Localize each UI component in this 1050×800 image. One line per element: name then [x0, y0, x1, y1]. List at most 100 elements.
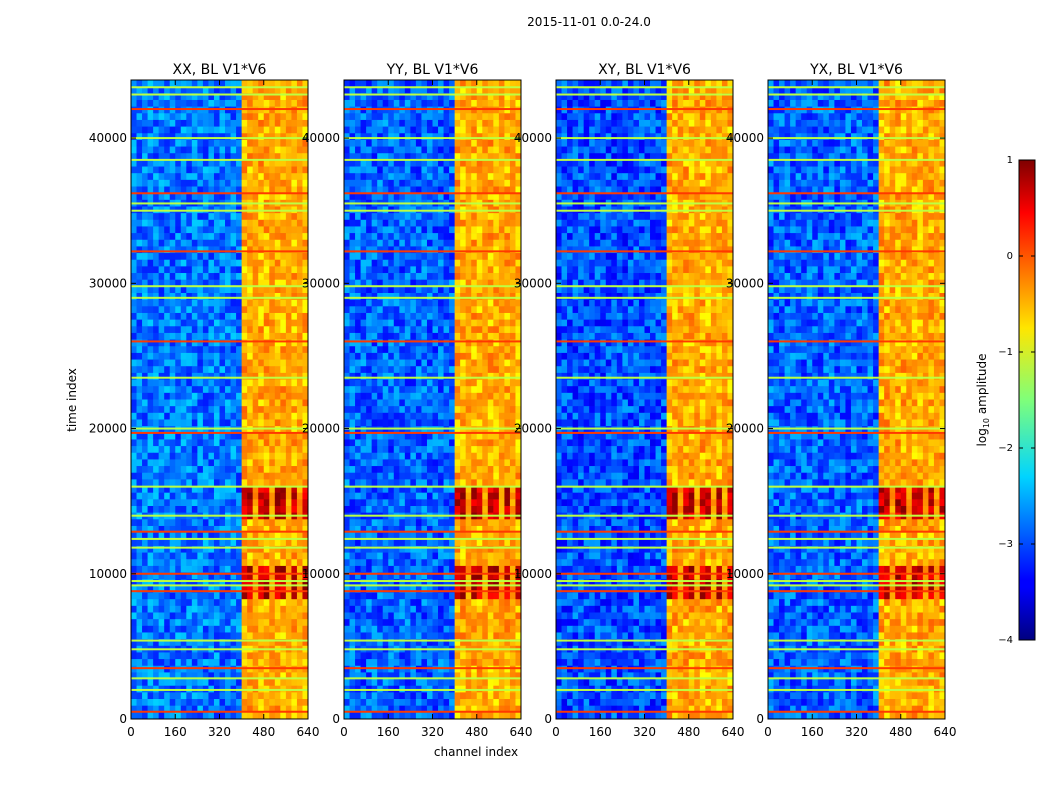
heatmap-cell: [465, 226, 472, 234]
heatmap-cell: [371, 386, 378, 394]
heatmap-cell: [180, 652, 187, 660]
heatmap-cell: [280, 339, 287, 347]
heatmap-cell: [213, 372, 220, 380]
heatmap-cell: [191, 565, 198, 573]
heatmap-cell: [142, 106, 148, 114]
heatmap-cell: [421, 439, 428, 447]
heatmap-cell: [399, 372, 406, 380]
heatmap-cell: [180, 579, 187, 587]
heatmap-cell: [454, 159, 461, 167]
heatmap-cell: [208, 506, 215, 513]
heatmap-cell: [186, 352, 193, 360]
heatmap-cell: [454, 93, 461, 101]
heatmap-cell: [388, 293, 395, 300]
heatmap-cell: [382, 386, 389, 394]
heatmap-cell: [225, 379, 231, 387]
heatmap-cell: [158, 479, 165, 487]
heatmap-cell: [180, 226, 187, 234]
heatmap-cell: [142, 559, 148, 567]
heatmap-cell: [399, 293, 406, 300]
heatmap-cell: [454, 379, 461, 387]
heatmap-cell: [280, 293, 287, 300]
heatmap-cell: [258, 139, 265, 147]
heatmap-cell: [186, 565, 193, 573]
heatmap-cell: [471, 93, 478, 101]
heatmap-cell: [180, 605, 187, 613]
heatmap-cell: [258, 359, 265, 367]
heatmap-cell: [421, 226, 428, 234]
heatmap-cell: [274, 612, 281, 620]
heatmap-cell: [471, 299, 478, 307]
heatmap-cell: [291, 399, 298, 407]
heatmap-cell: [164, 186, 171, 194]
heatmap-cell: [274, 372, 281, 380]
heatmap-cell: [399, 286, 406, 294]
heatmap-cell: [410, 253, 417, 261]
heatmap-cell: [302, 226, 309, 234]
heatmap-cell: [280, 632, 287, 640]
heatmap-cell: [147, 259, 154, 267]
heatmap-cell: [252, 133, 259, 141]
heatmap-cell: [142, 605, 148, 613]
heatmap-cell: [355, 159, 361, 167]
heatmap-cell: [175, 672, 182, 680]
heatmap-cell: [382, 186, 389, 194]
heatmap-cell: [158, 652, 165, 660]
heatmap-cell: [269, 266, 276, 274]
heatmap-cell: [236, 679, 242, 687]
heatmap-cell: [471, 446, 478, 454]
heatmap-cell: [432, 119, 439, 127]
heatmap-cell: [487, 133, 494, 141]
heatmap-cell: [399, 439, 406, 447]
heatmap-cell: [438, 159, 444, 167]
heatmap-cell: [147, 619, 154, 627]
heatmap-cell: [360, 146, 367, 154]
heatmap-cell: [142, 352, 148, 360]
heatmap-cell: [393, 226, 400, 234]
heatmap-cell: [131, 672, 137, 680]
heatmap-cell: [285, 219, 292, 227]
heatmap-cell: [230, 119, 237, 127]
heatmap-cell: [258, 133, 265, 141]
heatmap-cell: [169, 126, 176, 134]
heatmap-cell: [208, 86, 215, 94]
heatmap-cell: [302, 466, 309, 474]
heatmap-cell: [465, 233, 472, 241]
heatmap-cell: [504, 386, 511, 394]
heatmap-cell: [219, 139, 226, 147]
heatmap-cell: [175, 359, 182, 367]
heatmap-cell: [296, 213, 303, 221]
heatmap-cell: [460, 186, 466, 194]
heatmap-cell: [263, 253, 270, 261]
heatmap-cell: [388, 399, 395, 407]
heatmap-cell: [158, 233, 165, 241]
heatmap-cell: [377, 173, 384, 181]
heatmap-cell: [213, 466, 220, 474]
heatmap-cell: [274, 652, 281, 660]
heatmap-cell: [296, 619, 303, 627]
heatmap-cell: [399, 193, 406, 201]
heatmap-cell: [393, 106, 400, 114]
heatmap-cell: [476, 93, 483, 101]
heatmap-cell: [202, 86, 209, 94]
heatmap-cell: [302, 419, 309, 427]
heatmap-cell: [285, 665, 292, 673]
heatmap-cell: [263, 486, 270, 493]
heatmap-cell: [164, 226, 171, 234]
heatmap-cell: [142, 665, 148, 673]
heatmap-cell: [213, 99, 220, 107]
heatmap-cell: [404, 173, 411, 181]
heatmap-cell: [285, 179, 292, 187]
heatmap-cell: [258, 539, 265, 547]
heatmap-cell: [225, 426, 231, 434]
heatmap-cell: [164, 452, 171, 460]
heatmap-cell: [285, 585, 292, 593]
heatmap-cell: [263, 619, 270, 627]
heatmap-cell: [136, 153, 143, 161]
heatmap-cell: [410, 406, 417, 414]
heatmap-cell: [186, 80, 193, 87]
heatmap-cell: [147, 326, 154, 334]
heatmap-cell: [180, 359, 187, 367]
heatmap-cell: [136, 359, 143, 367]
heatmap-cell: [153, 525, 159, 533]
